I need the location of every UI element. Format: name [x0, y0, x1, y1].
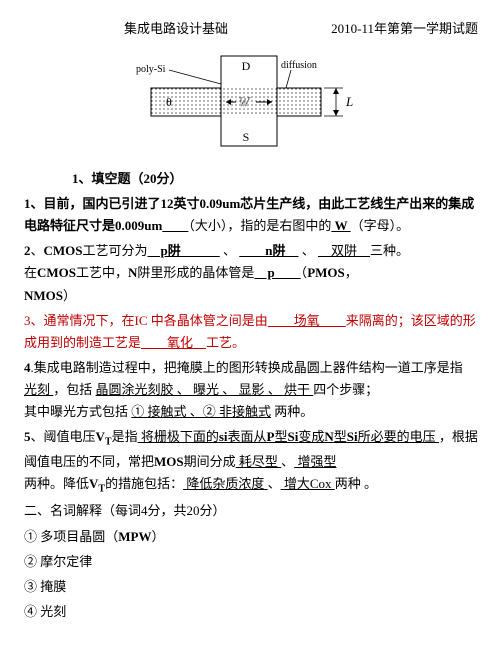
transistor-diagram: D S θ W poly-Si diffusion L — [131, 48, 371, 158]
svg-text:poly-Si: poly-Si — [136, 64, 166, 75]
question-5: 5、阈值电压VT是指 将栅极下面的si表面从P型Si变成N型Si所必要的电压 ，… — [24, 426, 478, 497]
question-1: 1、目前，国内已引进了12英寸0.09um芯片生产线，由此工艺线生产出来的集成电… — [24, 193, 478, 237]
question-2: 2、CMOS工艺可分为 p阱 、 n阱 、 双阱 三种。 在CMOS工艺中，N阱… — [24, 240, 478, 306]
svg-text:θ: θ — [166, 95, 172, 109]
question-3: 3、通常情况下，在IC 中各晶体管之间是由 场氧 来隔离的；该区域的形成用到的制… — [24, 310, 478, 354]
header-right: 2010-11年第第一学期试题 — [331, 18, 478, 40]
svg-text:D: D — [242, 59, 251, 73]
section-2-title: 二、名词解释（每词4分，共20分） — [24, 500, 478, 522]
section-1-title: 1、填空题（20分） — [72, 168, 478, 190]
svg-text:diffusion: diffusion — [281, 60, 317, 71]
item-2: ② 摩尔定律 — [24, 551, 478, 573]
item-1: ① 多项目晶圆（MPW） — [24, 526, 478, 548]
svg-text:S: S — [243, 130, 250, 144]
item-4: ④ 光刻 — [24, 601, 478, 623]
question-4: 4.集成电路制造过程中，把掩膜上的图形转换成晶圆上器件结构一道工序是指 光刻 ，… — [24, 357, 478, 423]
header-left: 集成电路设计基础 — [124, 18, 228, 40]
item-3: ③ 掩膜 — [24, 576, 478, 598]
svg-text:L: L — [345, 94, 353, 109]
svg-text:W: W — [239, 94, 251, 109]
